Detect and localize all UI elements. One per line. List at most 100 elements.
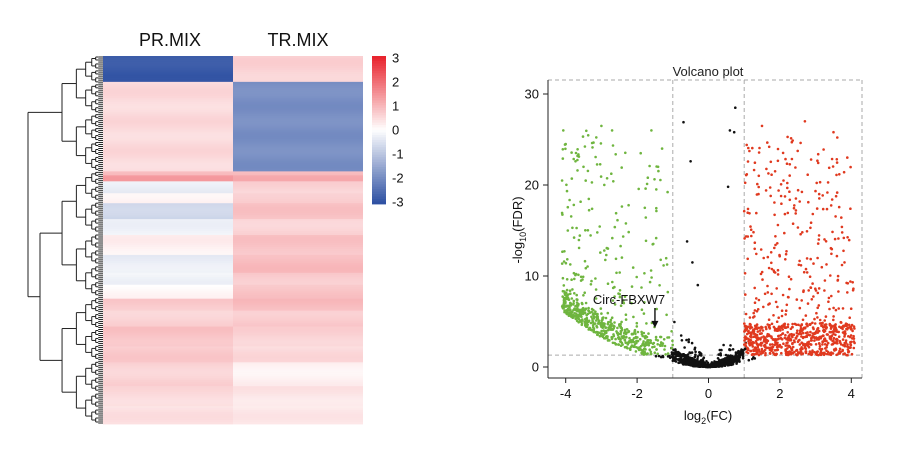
data-point bbox=[564, 261, 568, 265]
data-point bbox=[629, 345, 633, 349]
heatmap-cell bbox=[233, 332, 363, 335]
heatmap-cell bbox=[103, 149, 233, 152]
data-point bbox=[657, 169, 660, 173]
data-point bbox=[611, 236, 614, 240]
data-point bbox=[840, 263, 844, 267]
data-point bbox=[763, 337, 766, 341]
data-point bbox=[846, 282, 850, 285]
data-point bbox=[785, 303, 789, 307]
data-point bbox=[573, 277, 576, 281]
heatmap-cell bbox=[233, 292, 363, 296]
data-point bbox=[594, 277, 597, 280]
data-point bbox=[666, 352, 670, 355]
data-point bbox=[590, 207, 594, 211]
heatmap-cell bbox=[103, 270, 233, 274]
colorbar-segment bbox=[372, 130, 386, 133]
data-point bbox=[834, 215, 837, 218]
data-point bbox=[745, 143, 748, 147]
data-point bbox=[574, 151, 578, 155]
data-point bbox=[818, 342, 821, 346]
heatmap-cell bbox=[103, 197, 233, 200]
data-point bbox=[616, 218, 619, 222]
data-point bbox=[833, 237, 837, 241]
data-point bbox=[749, 341, 752, 345]
heatmap-cell bbox=[103, 111, 233, 115]
data-point bbox=[594, 155, 597, 159]
data-point bbox=[624, 341, 628, 345]
heatmap-panel: PR.MIX TR.MIX 3 2 1 0 -1 -2 -3 bbox=[27, 30, 404, 425]
data-point bbox=[591, 325, 595, 329]
data-point bbox=[655, 307, 658, 311]
data-point bbox=[775, 345, 779, 349]
data-point bbox=[647, 332, 650, 335]
colorbar-segment bbox=[372, 171, 386, 175]
plot-frame bbox=[548, 79, 863, 378]
data-point bbox=[653, 345, 656, 349]
data-point bbox=[843, 335, 846, 338]
data-point bbox=[809, 257, 812, 261]
heatmap-cell bbox=[233, 308, 363, 312]
data-point bbox=[743, 330, 746, 333]
data-point bbox=[849, 340, 852, 344]
heatmap-cell bbox=[103, 422, 233, 425]
data-point bbox=[575, 304, 579, 308]
data-point bbox=[836, 136, 839, 139]
data-point bbox=[846, 328, 849, 331]
data-point bbox=[663, 344, 667, 348]
heatmap-cell bbox=[103, 117, 233, 121]
data-point bbox=[799, 326, 803, 330]
data-point bbox=[823, 319, 826, 322]
heatmap-cell bbox=[103, 310, 233, 314]
data-point bbox=[748, 149, 751, 153]
data-point bbox=[600, 329, 603, 333]
heatmap-cell bbox=[103, 392, 233, 395]
heatmap-cell bbox=[233, 420, 363, 423]
data-point bbox=[808, 275, 812, 279]
heatmap-cell bbox=[233, 272, 363, 276]
data-point bbox=[783, 336, 787, 340]
colorbar-segment bbox=[372, 147, 386, 151]
heatmap-cell bbox=[103, 207, 233, 210]
heatmap-cell bbox=[233, 404, 363, 407]
data-point bbox=[671, 339, 674, 343]
heatmap-cell bbox=[103, 304, 233, 308]
data-point bbox=[566, 229, 570, 232]
data-point bbox=[679, 334, 683, 337]
colorbar-segment bbox=[372, 125, 386, 128]
volcano-panel: Volcano plot -4 -2 0 2 4 0 10 20 30 Circ-FBXW7 l… bbox=[510, 64, 863, 426]
data-point bbox=[754, 325, 758, 329]
data-point bbox=[745, 332, 749, 336]
x-axis-label: log2(FC) bbox=[684, 408, 732, 426]
data-point bbox=[809, 221, 813, 224]
heatmap-cell bbox=[103, 354, 233, 357]
data-point bbox=[589, 234, 592, 237]
heatmap-cell bbox=[233, 400, 363, 403]
heatmap-cell bbox=[103, 256, 233, 260]
data-point bbox=[815, 181, 818, 185]
heatmap-cell bbox=[233, 266, 363, 270]
data-point bbox=[564, 147, 567, 151]
data-point bbox=[759, 272, 763, 276]
data-point bbox=[835, 254, 839, 258]
colorbar-segment bbox=[372, 88, 386, 91]
data-point bbox=[569, 263, 572, 266]
heatmap-cell bbox=[103, 410, 233, 413]
heatmap-cell bbox=[103, 145, 233, 148]
data-point bbox=[744, 173, 748, 177]
data-point bbox=[816, 326, 820, 330]
colorbar-segment bbox=[372, 176, 386, 180]
heatmap-cell bbox=[233, 366, 363, 369]
data-point bbox=[680, 339, 684, 342]
heatmap-cell bbox=[103, 237, 233, 240]
data-point bbox=[770, 292, 773, 296]
data-point bbox=[804, 335, 807, 339]
data-point bbox=[837, 237, 840, 240]
heatmap-cell bbox=[233, 77, 363, 81]
heatmap-cell bbox=[103, 57, 233, 61]
data-point bbox=[758, 146, 761, 150]
data-point bbox=[637, 187, 640, 191]
annotation: Circ-FBXW7 bbox=[593, 292, 665, 328]
y-tick-label: 30 bbox=[525, 87, 539, 102]
data-point bbox=[774, 300, 778, 304]
data-point bbox=[850, 352, 854, 356]
